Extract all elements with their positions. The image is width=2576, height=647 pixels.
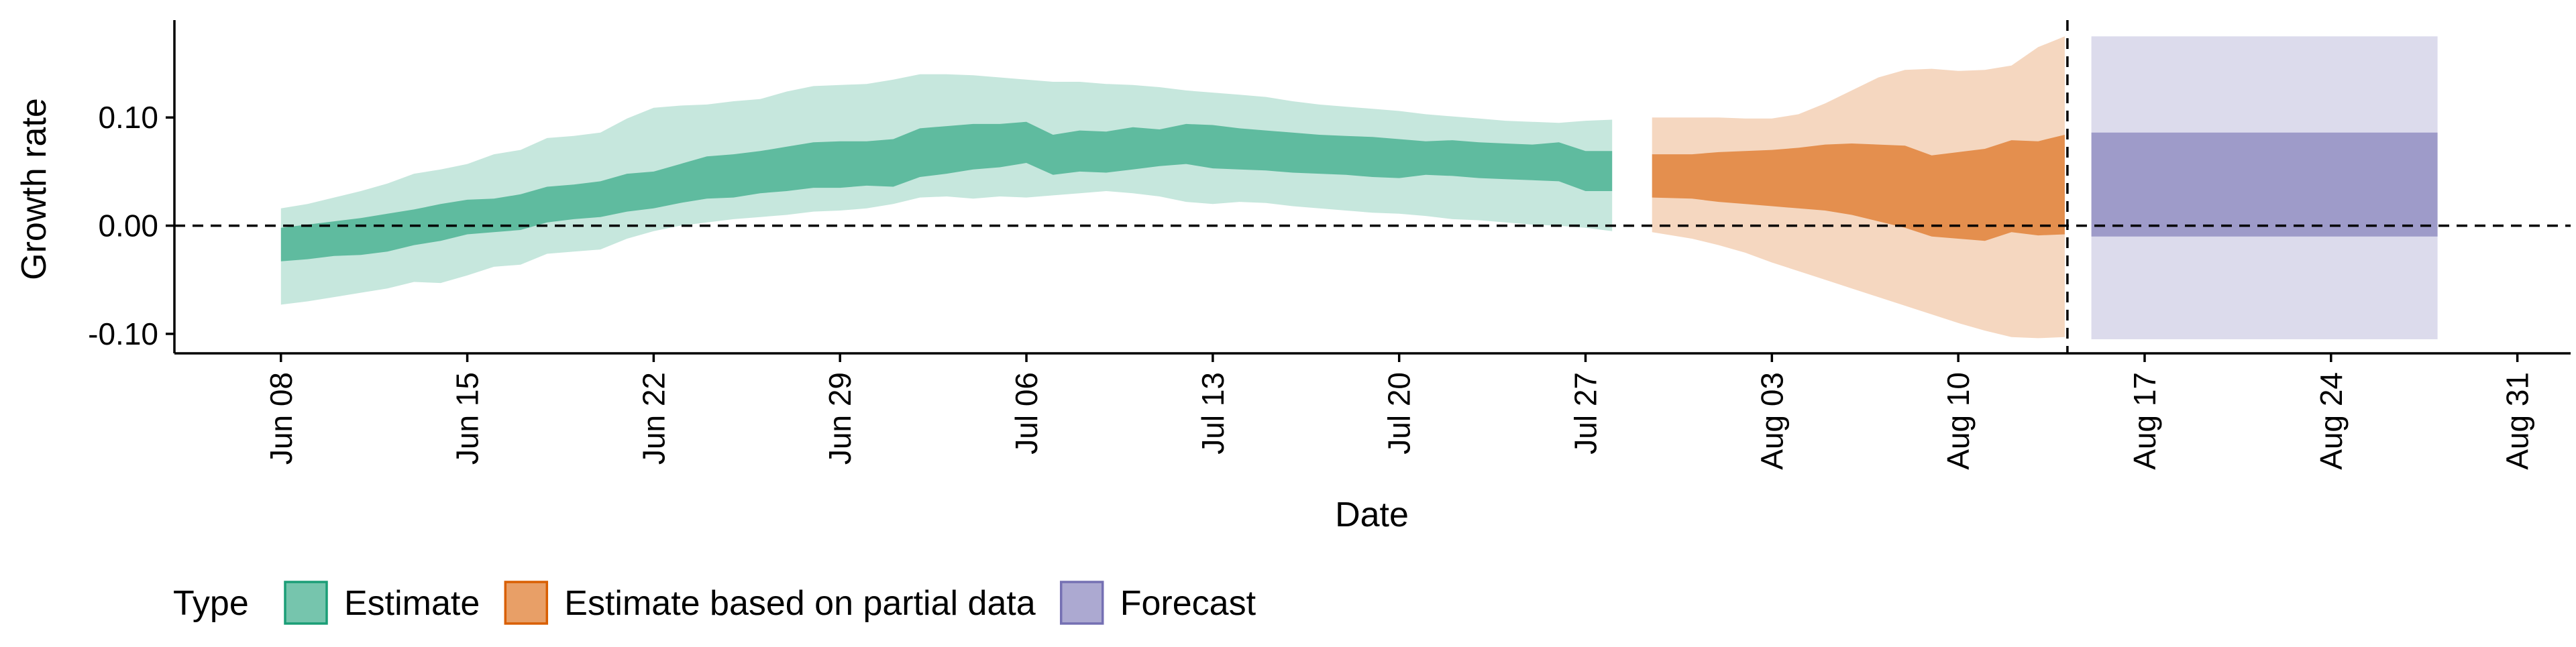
y-tick-label: -0.10: [88, 316, 158, 351]
x-tick-label: Jul 27: [1568, 372, 1603, 455]
x-tick-label: Aug 10: [1941, 372, 1976, 470]
x-tick-label: Jul 06: [1009, 372, 1044, 455]
x-tick-label: Aug 17: [2127, 372, 2162, 470]
x-tick-label: Jul 20: [1382, 372, 1417, 455]
legend-label: Estimate based on partial data: [564, 584, 1036, 623]
x-tick-label: Aug 31: [2500, 372, 2535, 470]
band-outer-estimate: [280, 74, 1613, 305]
legend-label: Forecast: [1120, 584, 1256, 623]
legend-swatch: [1059, 581, 1104, 625]
x-tick-label: Jun 29: [822, 372, 857, 465]
legend-swatch: [504, 581, 549, 625]
legend-swatch: [284, 581, 328, 625]
x-tick-label: Jul 13: [1195, 372, 1230, 455]
y-axis-title: Growth rate: [15, 98, 54, 280]
reference-lines: [174, 20, 2571, 353]
x-tick-label: Aug 24: [2314, 372, 2349, 470]
axes: 0.10 0.00 -0.10 Jun 08 Jun 15 Jun 22 Jun 29 Jul…: [88, 20, 2571, 470]
band-inner-forecast: [2091, 132, 2438, 237]
legend: Type Estimate Estimate based on partial d…: [173, 581, 1256, 625]
x-tick-label: Jun 22: [636, 372, 671, 465]
x-tick-label: Jun 08: [264, 372, 299, 465]
y-tick-label: 0.00: [98, 209, 158, 243]
y-tick-label: 0.10: [98, 100, 158, 135]
x-tick-label: Jun 15: [450, 372, 485, 465]
legend-title: Type: [173, 584, 249, 623]
x-tick-label: Aug 03: [1754, 372, 1789, 470]
band-inner-estimate-based-on-partial-data: [1652, 135, 2065, 241]
band-inner-estimate: [280, 121, 1613, 261]
bands-layer: [280, 36, 2438, 339]
x-axis-title: Date: [1335, 495, 1409, 534]
legend-label: Estimate: [344, 584, 480, 623]
